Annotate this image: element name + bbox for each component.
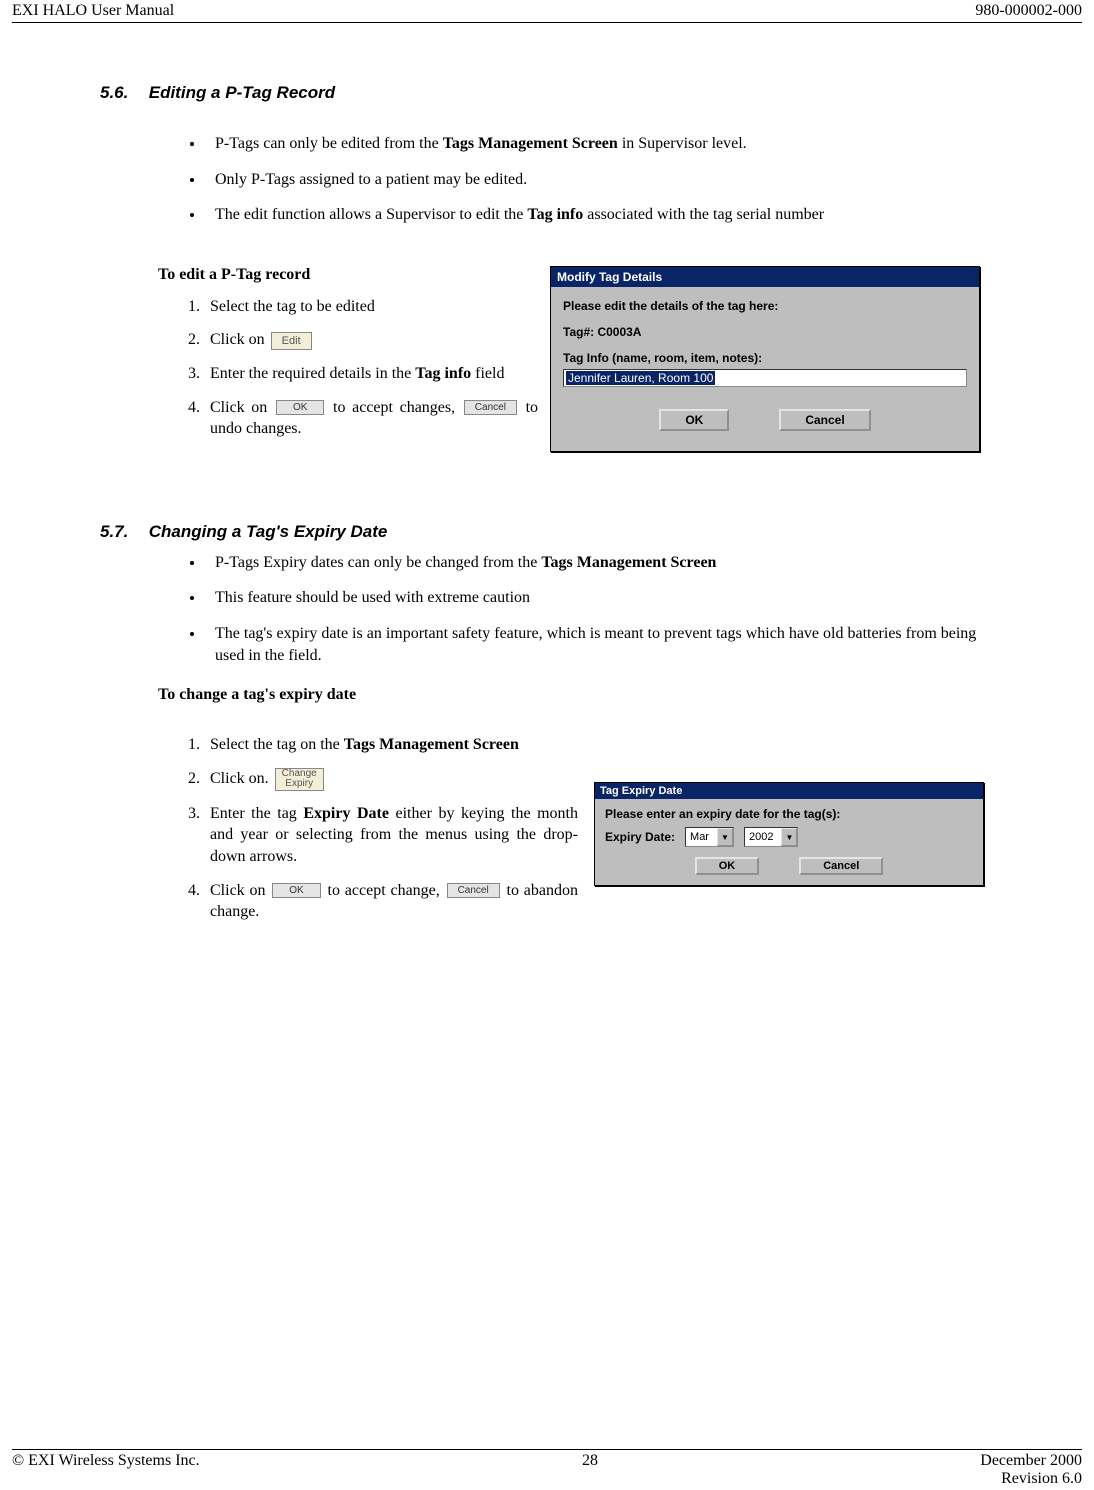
bullet-text-bold: Tag info (527, 206, 583, 223)
bullet-text-pre: Only P-Tags assigned to a patient may be… (215, 171, 527, 188)
bullet-text-pre: The edit function allows a Supervisor to… (215, 206, 527, 223)
step-item: Click on Edit (204, 329, 538, 351)
bullet-text-pre: The tag's expiry date is an important sa… (215, 625, 976, 664)
dialog-title: Tag Expiry Date (595, 783, 983, 799)
expiry-month-value: Mar (690, 831, 709, 843)
step-text: field (471, 365, 504, 382)
footer-right-2: Revision 6.0 (1001, 1470, 1082, 1487)
dialog-ok-button[interactable]: OK (695, 857, 760, 875)
step-text: Click on. (210, 770, 273, 787)
bullet-item: P-Tags can only be edited from the Tags … (205, 133, 994, 155)
step-item: Click on OK to accept change, Cancel to … (204, 880, 578, 923)
footer-center: 28 (582, 1452, 598, 1488)
section-57-title: Changing a Tag's Expiry Date (149, 522, 388, 541)
step-text: Enter the required details in the (210, 365, 415, 382)
step-text: Click on (210, 399, 274, 416)
bullet-text-bold: Tags Management Screen (541, 554, 716, 571)
step-item: Enter the required details in the Tag in… (204, 363, 538, 385)
step-text: to accept change, (328, 882, 445, 899)
section-56-num: 5.6. (100, 83, 144, 103)
tag-info-value: Jennifer Lauren, Room 100 (566, 371, 715, 385)
expiry-date-label: Expiry Date: (605, 830, 675, 844)
edit-button[interactable]: Edit (271, 332, 312, 350)
dialog-taginfo-label: Tag Info (name, room, item, notes): (563, 351, 967, 365)
section-56-subheading: To edit a P-Tag record (158, 266, 538, 284)
step-item: Select the tag to be edited (204, 296, 538, 318)
section-56-heading: 5.6. Editing a P-Tag Record (100, 83, 994, 103)
cancel-button-inline[interactable]: Cancel (447, 883, 500, 898)
bullet-text-pre: P-Tags can only be edited from the (215, 135, 443, 152)
chevron-down-icon: ▼ (781, 828, 797, 846)
tag-info-input[interactable]: Jennifer Lauren, Room 100 (563, 369, 967, 387)
bullet-text-post: in Supervisor level. (618, 135, 747, 152)
expiry-month-dropdown[interactable]: Mar ▼ (685, 827, 734, 847)
bullet-text-pre: This feature should be used with extreme… (215, 589, 530, 606)
step-text: to accept changes, (333, 399, 462, 416)
change-expiry-line2: Expiry (285, 778, 313, 789)
dialog-cancel-button[interactable]: Cancel (779, 409, 870, 431)
tag-expiry-dialog: Tag Expiry Date Please enter an expiry d… (594, 782, 984, 886)
step-item: Click on OK to accept changes, Cancel to… (204, 397, 538, 440)
bullet-text-post: associated with the tag serial number (583, 206, 824, 223)
step-text: Click on (210, 331, 269, 348)
step-item: Select the tag on the Tags Management Sc… (204, 734, 578, 756)
step-text: Select the tag on the (210, 736, 344, 753)
step-text-bold: Expiry Date (303, 805, 389, 822)
step-text: Enter the tag (210, 805, 303, 822)
step-text-bold: Tag info (415, 365, 471, 382)
step-item: Click on. Change Expiry (204, 768, 578, 791)
modify-tag-dialog: Modify Tag Details Please edit the detai… (550, 266, 980, 452)
header-right: 980-000002-000 (975, 2, 1082, 20)
step-text-bold: Tags Management Screen (344, 736, 519, 753)
cancel-button-inline[interactable]: Cancel (464, 400, 517, 415)
dialog-ok-button[interactable]: OK (659, 409, 729, 431)
dialog-tag-number: Tag#: C0003A (563, 325, 967, 339)
change-expiry-button[interactable]: Change Expiry (275, 768, 324, 791)
bullet-item: This feature should be used with extreme… (205, 587, 994, 609)
bullet-item: P-Tags Expiry dates can only be changed … (205, 552, 994, 574)
section-57-subheading: To change a tag's expiry date (158, 686, 994, 704)
section-56-title: Editing a P-Tag Record (149, 83, 335, 102)
ok-button-inline[interactable]: OK (276, 400, 324, 415)
expiry-year-dropdown[interactable]: 2002 ▼ (744, 827, 798, 847)
bullet-text-pre: P-Tags Expiry dates can only be changed … (215, 554, 541, 571)
footer-right-1: December 2000 (980, 1452, 1082, 1469)
dialog-cancel-button[interactable]: Cancel (799, 857, 883, 875)
chevron-down-icon: ▼ (717, 828, 733, 846)
dialog-line-1: Please enter an expiry date for the tag(… (605, 807, 973, 821)
bullet-item: The tag's expiry date is an important sa… (205, 623, 994, 666)
footer-rule (12, 1449, 1082, 1450)
dialog-title: Modify Tag Details (551, 267, 979, 287)
step-item: Enter the tag Expiry Date either by keyi… (204, 803, 578, 868)
ok-button-inline[interactable]: OK (272, 883, 320, 898)
section-57-num: 5.7. (100, 522, 144, 542)
footer-left: © EXI Wireless Systems Inc. (12, 1452, 200, 1488)
bullet-item: The edit function allows a Supervisor to… (205, 204, 994, 226)
expiry-year-value: 2002 (749, 831, 773, 843)
bullet-text-bold: Tags Management Screen (443, 135, 618, 152)
bullet-item: Only P-Tags assigned to a patient may be… (205, 169, 994, 191)
header-left: EXI HALO User Manual (12, 2, 174, 20)
section-57-bullets: P-Tags Expiry dates can only be changed … (100, 552, 994, 666)
dialog-line-1: Please edit the details of the tag here: (563, 299, 967, 313)
section-57-heading: 5.7. Changing a Tag's Expiry Date (100, 522, 994, 542)
section-56-bullets: P-Tags can only be edited from the Tags … (100, 133, 994, 226)
step-text: Click on (210, 882, 270, 899)
